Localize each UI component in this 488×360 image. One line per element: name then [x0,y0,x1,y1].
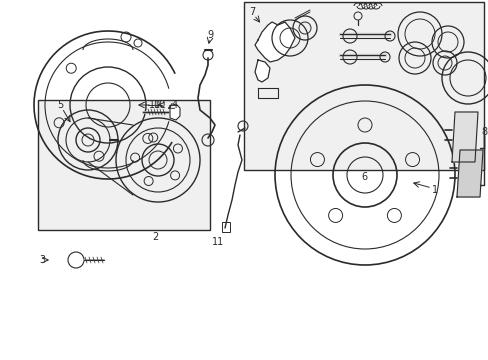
Text: 7: 7 [248,7,255,17]
Text: 9: 9 [206,30,213,40]
Text: 1: 1 [431,185,437,195]
Text: 8: 8 [480,127,486,137]
Text: 2: 2 [152,232,158,242]
Text: 3: 3 [39,255,45,265]
Text: 5: 5 [57,100,63,110]
Polygon shape [451,112,477,162]
Polygon shape [456,150,482,197]
Bar [222,222,229,232]
Polygon shape [254,60,269,82]
Text: 6: 6 [360,172,366,182]
Text: 11: 11 [211,237,224,247]
Bar [38,100,209,230]
Bar [244,2,483,170]
Text: 10: 10 [154,100,166,110]
Polygon shape [254,22,294,62]
Polygon shape [170,104,180,120]
Text: 4: 4 [172,100,178,110]
Text: 10: 10 [148,100,161,110]
